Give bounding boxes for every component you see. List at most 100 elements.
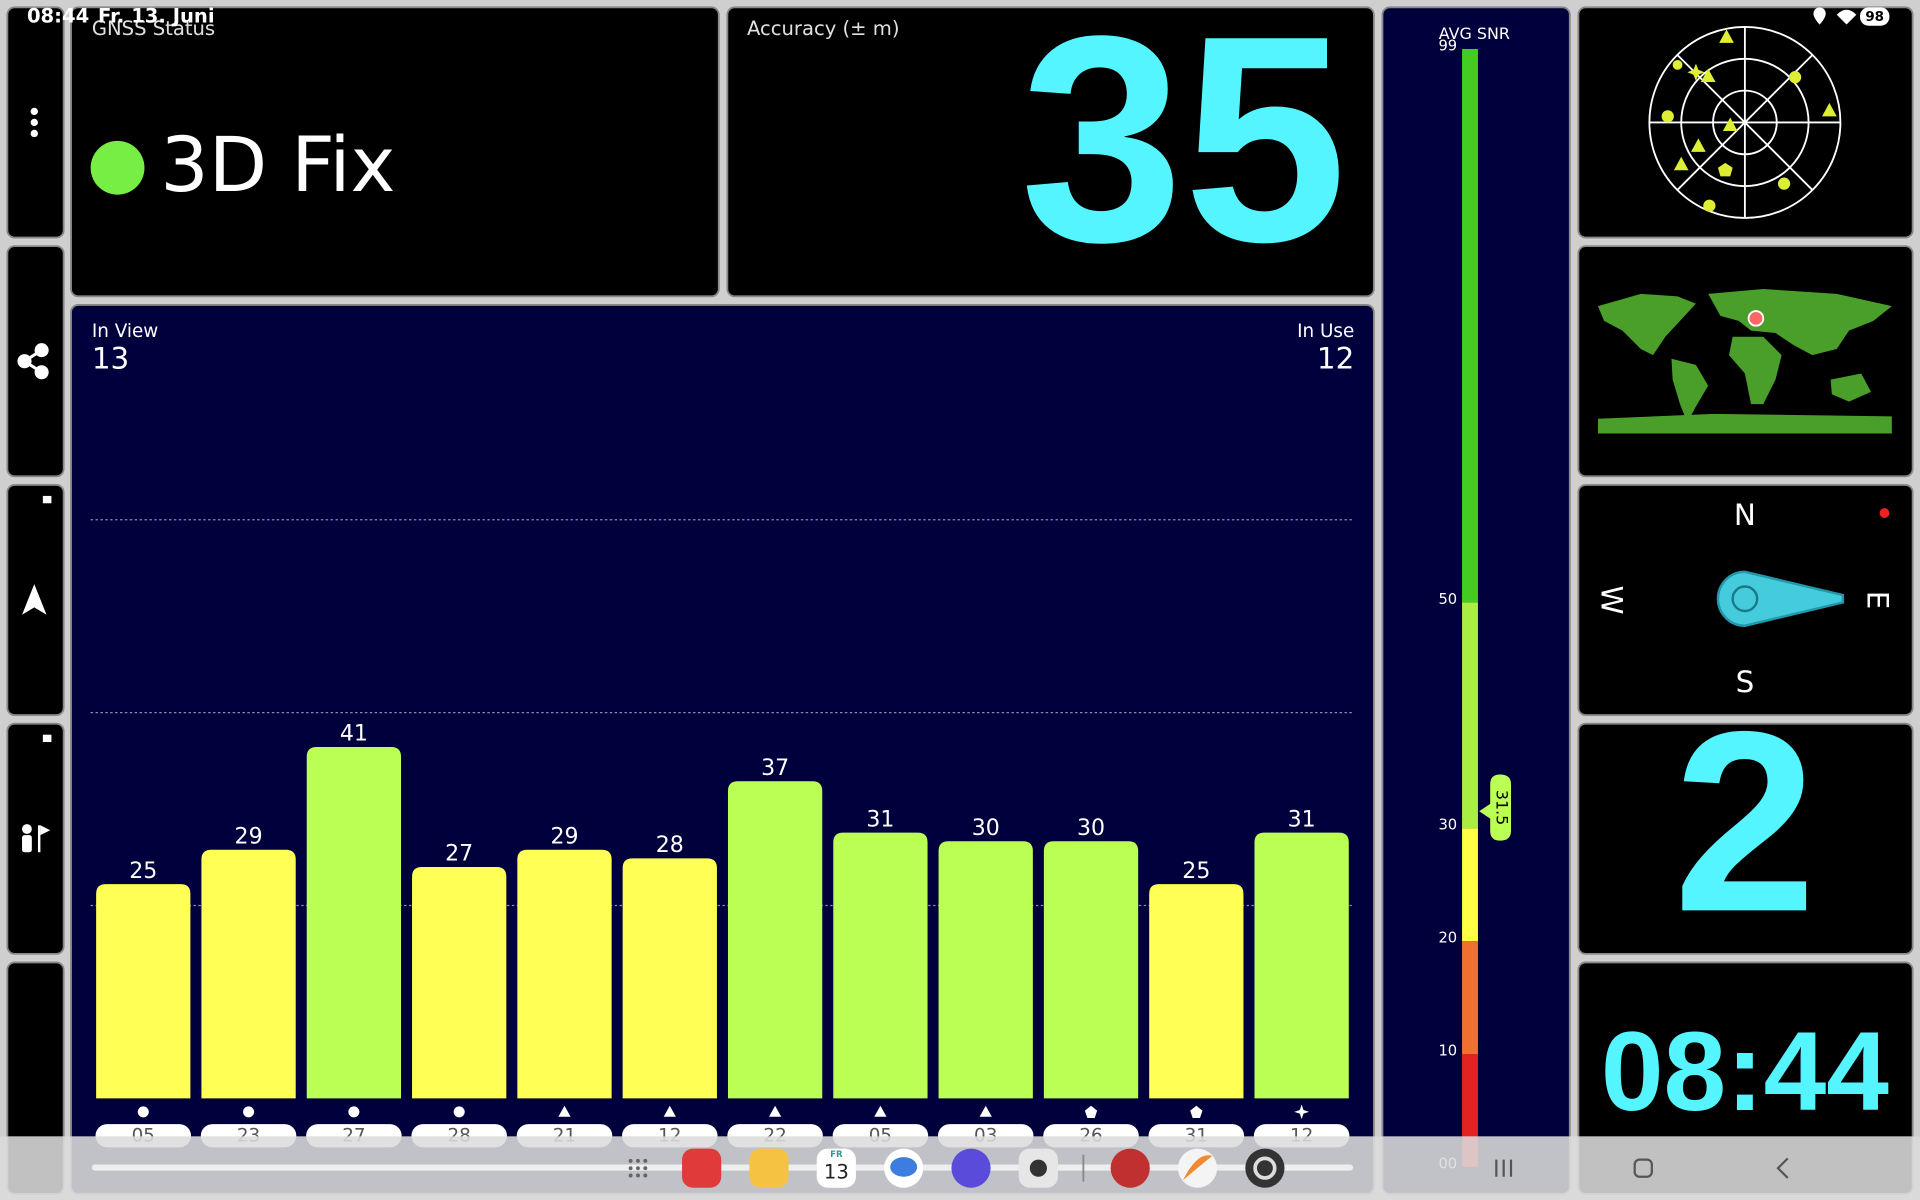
menu-dot [30, 129, 38, 138]
snr-meter: 00102030509931.5 [1438, 38, 1511, 1173]
battery-icon [1860, 7, 1890, 26]
world-map [1597, 288, 1892, 434]
constellation-marker [768, 1105, 782, 1117]
satellite-count: 2 [1673, 678, 1816, 965]
panel-title: Accuracy (± m) [747, 17, 900, 40]
compass-west: W [1595, 585, 1629, 614]
lock-icon [42, 734, 52, 743]
bar-value-label: 25 [129, 859, 157, 884]
alert-dot [1879, 508, 1890, 518]
compass-hub [1731, 585, 1759, 613]
bar-value-label: 31 [866, 807, 894, 832]
calendar-date: 13 [824, 1161, 849, 1184]
in-view-value: 13 [92, 342, 129, 376]
fix-indicator [90, 140, 145, 195]
app-icon[interactable] [1177, 1148, 1218, 1188]
menu-dot [30, 107, 38, 116]
constellation-marker [874, 1105, 887, 1117]
constellation-marker [348, 1106, 360, 1118]
settings-icon[interactable] [1245, 1148, 1285, 1188]
bar [412, 866, 507, 1099]
compass-south: S [1736, 665, 1755, 699]
constellation-marker [663, 1105, 676, 1117]
constellation-marker [1084, 1105, 1098, 1118]
bar [622, 858, 717, 1099]
menu-dot [30, 118, 38, 127]
bar [938, 841, 1033, 1099]
satellite-count-panel[interactable] [1577, 722, 1914, 955]
in-view-label: In View [92, 321, 158, 342]
navigation-arrow [22, 584, 47, 615]
sidebar [6, 6, 65, 1195]
settings-glyph [1253, 1156, 1277, 1180]
snr-band [1462, 602, 1478, 829]
bar [1149, 884, 1244, 1099]
status-date: Fr. 13. Juni [98, 5, 215, 28]
calendar-icon[interactable] [816, 1148, 856, 1188]
status-time: 08:44 [27, 5, 89, 28]
battery-level: 98 [1865, 10, 1884, 25]
nav-bar [1495, 1157, 1789, 1179]
accuracy-value: 35 [1020, 0, 1347, 303]
in-use-value: 12 [1317, 342, 1354, 376]
app-icon[interactable] [1110, 1148, 1150, 1188]
app-icon[interactable] [682, 1148, 722, 1188]
scrollbar [91, 1164, 1354, 1171]
app-icon-glyph [1182, 1155, 1213, 1181]
wifi-icon [1836, 9, 1857, 25]
bar-value-label: 27 [445, 842, 473, 867]
gnss-status-panel [70, 6, 720, 298]
location-marker [1747, 310, 1765, 327]
sky-satellites [1661, 29, 1837, 212]
lock-icon [42, 495, 52, 504]
bar [306, 746, 402, 1099]
bar-value-label: 31 [1288, 807, 1316, 832]
app-drawer-icon[interactable] [628, 1158, 648, 1178]
calendar-day: FR [830, 1150, 843, 1160]
snr-tick-label: 30 [1438, 817, 1457, 834]
bar-chart: 2505292341272728292128123722310530033026… [90, 519, 1355, 1148]
bar-value-label: 28 [656, 833, 684, 858]
constellation-marker [558, 1105, 571, 1117]
bar [1254, 832, 1349, 1099]
share-icon [17, 343, 49, 380]
compass-east: E [1860, 591, 1894, 610]
constellation-marker [137, 1106, 149, 1118]
recents-button[interactable] [1495, 1159, 1513, 1177]
constellation-marker [1190, 1105, 1203, 1118]
accuracy-panel [726, 6, 1375, 298]
snr-tick-label: 20 [1438, 930, 1457, 947]
snr-average-pointer [1479, 774, 1512, 841]
snr-title: AVG SNR [1439, 24, 1510, 43]
home-button[interactable] [1633, 1158, 1653, 1178]
back-button[interactable] [1776, 1157, 1789, 1179]
bar-value-label: 41 [340, 722, 368, 747]
constellation-marker [979, 1105, 992, 1117]
waypoint-icon [22, 824, 51, 853]
snr-tick-label: 10 [1438, 1043, 1457, 1060]
app-icon[interactable] [951, 1148, 991, 1188]
sky-plot [1648, 26, 1842, 219]
bar-value-label: 30 [972, 816, 1000, 841]
app-icon-glyph [890, 1157, 918, 1177]
snr-average-label: 31.5 [1493, 790, 1512, 825]
constellation-marker [1294, 1104, 1309, 1120]
bar-value-label: 37 [761, 756, 789, 781]
constellation-marker [243, 1106, 255, 1118]
in-use-label: In Use [1297, 321, 1354, 342]
bar [1043, 841, 1139, 1099]
panel-title: GNSS Status [92, 17, 215, 40]
bar [96, 884, 191, 1099]
app-icon[interactable] [749, 1148, 789, 1188]
snr-band [1462, 941, 1478, 1055]
waypoint-button[interactable] [6, 722, 65, 955]
share-button[interactable] [6, 245, 65, 478]
sidebar-icons [17, 107, 52, 1093]
snr-band [1462, 828, 1478, 942]
clock-value: 08:44 [1601, 1008, 1889, 1134]
bar-value-label: 25 [1182, 859, 1210, 884]
bar-value-label: 29 [550, 825, 578, 850]
